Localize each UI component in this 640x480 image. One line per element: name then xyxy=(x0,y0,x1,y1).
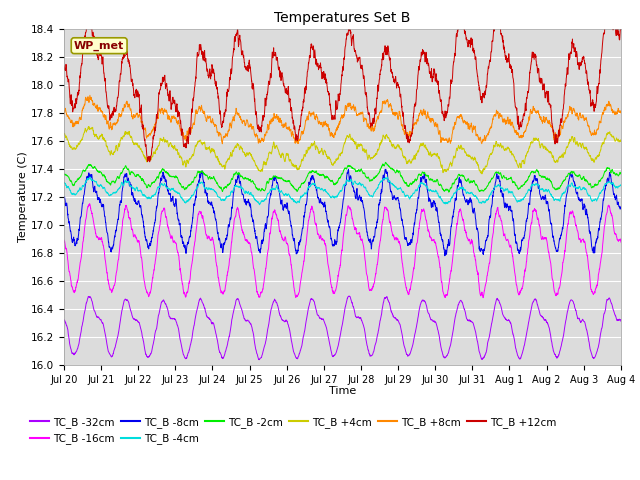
Legend: TC_B -32cm, TC_B -16cm, TC_B -8cm, TC_B -4cm, TC_B -2cm, TC_B +4cm, TC_B +8cm, T: TC_B -32cm, TC_B -16cm, TC_B -8cm, TC_B … xyxy=(30,417,556,444)
Y-axis label: Temperature (C): Temperature (C) xyxy=(19,151,28,242)
TC_B -2cm xyxy=(444,187,452,193)
TC_B -8cm xyxy=(153,204,161,209)
TC_B -2cm xyxy=(173,175,181,181)
TC_B +12cm xyxy=(60,63,68,69)
TC_B -8cm xyxy=(517,247,525,252)
TC_B -2cm xyxy=(153,174,161,180)
TC_B -4cm xyxy=(256,202,264,208)
TC_B -2cm xyxy=(382,159,390,165)
TC_B -32cm xyxy=(255,357,263,362)
TC_B -16cm xyxy=(479,295,487,300)
TC_B -2cm xyxy=(517,183,525,189)
TC_B +12cm xyxy=(606,4,614,10)
TC_B +8cm xyxy=(60,110,68,116)
TC_B +4cm xyxy=(173,149,181,155)
Text: WP_met: WP_met xyxy=(74,41,124,51)
Line: TC_B -16cm: TC_B -16cm xyxy=(64,204,640,298)
TC_B -4cm xyxy=(403,193,410,199)
TC_B +8cm xyxy=(86,92,93,98)
TC_B -32cm xyxy=(444,351,452,357)
TC_B -32cm xyxy=(602,301,610,307)
TC_B -2cm xyxy=(60,172,68,178)
TC_B +4cm xyxy=(403,157,410,163)
TC_B +12cm xyxy=(444,105,452,110)
TC_B +4cm xyxy=(60,132,68,138)
TC_B +8cm xyxy=(154,114,161,120)
TC_B -16cm xyxy=(86,201,93,207)
TC_B -16cm xyxy=(602,212,610,217)
Title: Temperatures Set B: Temperatures Set B xyxy=(274,11,411,25)
TC_B -4cm xyxy=(602,181,610,187)
TC_B -8cm xyxy=(441,253,449,259)
TC_B +12cm xyxy=(602,16,610,22)
TC_B -32cm xyxy=(60,317,68,323)
TC_B -8cm xyxy=(444,243,452,249)
TC_B +12cm xyxy=(174,111,182,117)
TC_B +4cm xyxy=(602,134,610,140)
Line: TC_B +4cm: TC_B +4cm xyxy=(64,126,640,174)
TC_B +8cm xyxy=(602,102,610,108)
TC_B -32cm xyxy=(403,350,410,356)
TC_B -2cm xyxy=(602,167,610,172)
TC_B -16cm xyxy=(444,288,452,293)
TC_B -8cm xyxy=(602,183,610,189)
TC_B +8cm xyxy=(403,132,410,138)
TC_B -8cm xyxy=(403,235,410,240)
TC_B +8cm xyxy=(218,141,226,147)
TC_B +4cm xyxy=(444,166,452,172)
TC_B -4cm xyxy=(86,174,94,180)
TC_B +4cm xyxy=(153,146,161,152)
TC_B +8cm xyxy=(174,118,182,124)
Line: TC_B -8cm: TC_B -8cm xyxy=(64,169,640,256)
TC_B +12cm xyxy=(146,159,154,165)
TC_B -4cm xyxy=(174,191,182,196)
TC_B -2cm xyxy=(403,180,410,186)
TC_B +8cm xyxy=(517,133,525,139)
TC_B +4cm xyxy=(478,171,486,177)
TC_B -4cm xyxy=(444,200,452,205)
TC_B -16cm xyxy=(517,288,525,293)
TC_B -8cm xyxy=(173,213,181,218)
TC_B -2cm xyxy=(445,189,452,195)
TC_B -16cm xyxy=(154,242,161,248)
X-axis label: Time: Time xyxy=(329,386,356,396)
TC_B -4cm xyxy=(60,180,68,186)
TC_B -16cm xyxy=(403,285,410,291)
TC_B -4cm xyxy=(154,186,161,192)
TC_B +8cm xyxy=(444,138,452,144)
Line: TC_B -4cm: TC_B -4cm xyxy=(64,177,640,205)
TC_B -32cm xyxy=(173,323,181,328)
TC_B -8cm xyxy=(60,195,68,201)
TC_B -16cm xyxy=(60,237,68,243)
TC_B +12cm xyxy=(154,115,161,120)
Line: TC_B -2cm: TC_B -2cm xyxy=(64,162,640,192)
TC_B -32cm xyxy=(517,355,525,361)
TC_B +4cm xyxy=(517,164,525,169)
TC_B +12cm xyxy=(403,134,410,140)
Line: TC_B +8cm: TC_B +8cm xyxy=(64,95,640,144)
TC_B -4cm xyxy=(517,197,525,203)
TC_B -32cm xyxy=(153,323,161,328)
TC_B -16cm xyxy=(174,250,182,255)
TC_B +12cm xyxy=(517,124,525,130)
Line: TC_B +12cm: TC_B +12cm xyxy=(64,7,640,162)
Line: TC_B -32cm: TC_B -32cm xyxy=(64,295,640,360)
